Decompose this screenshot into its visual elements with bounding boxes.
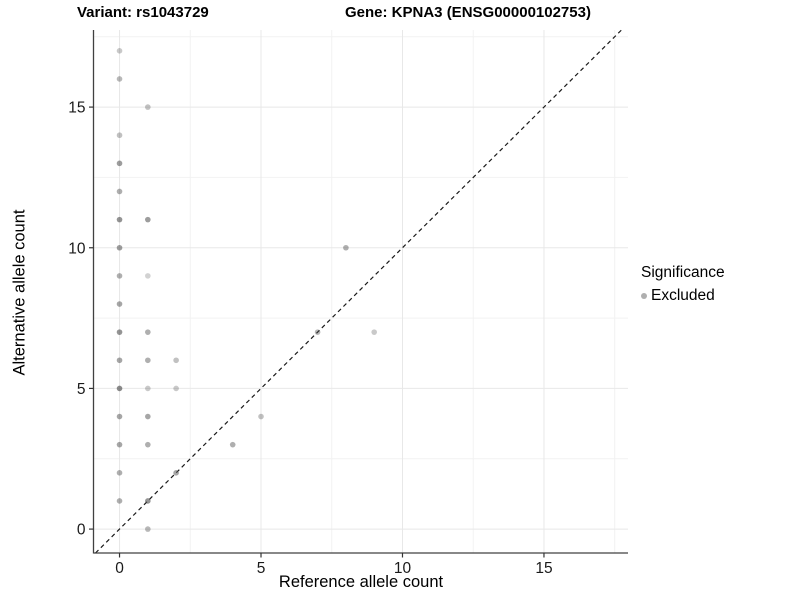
data-point [116, 273, 123, 279]
data-point [116, 216, 123, 223]
x-tick-label: 10 [394, 560, 412, 577]
data-point [116, 76, 123, 82]
x-tick-label: 0 [115, 560, 124, 577]
data-point [173, 357, 179, 364]
data-point [145, 498, 151, 504]
x-tick-label: 5 [257, 560, 266, 577]
data-point [116, 329, 123, 335]
x-tick-label: 15 [535, 560, 552, 577]
legend-item-excluded: Excluded [641, 287, 725, 305]
identity-line [95, 29, 622, 554]
legend-point-icon [641, 293, 647, 299]
data-point [116, 470, 123, 476]
data-point [145, 357, 151, 364]
data-point [116, 498, 123, 504]
y-tick-label: 5 [77, 381, 86, 398]
plot-title-gene: Gene: KPNA3 (ENSG00000102753) [345, 4, 591, 21]
y-tick-label: 10 [68, 240, 86, 257]
data-point [173, 385, 179, 392]
data-point [314, 329, 321, 335]
plot-title-variant: Variant: rs1043729 [77, 4, 209, 21]
data-point [116, 385, 123, 392]
data-point [145, 216, 151, 223]
data-point [173, 470, 179, 476]
data-point [116, 132, 123, 139]
data-point [116, 244, 123, 251]
y-axis-title: Alternative allele count [10, 209, 29, 376]
data-point [371, 329, 377, 335]
data-point [116, 413, 123, 420]
legend-title: Significance [641, 264, 725, 281]
data-point [145, 441, 151, 448]
y-tick-label: 0 [77, 522, 86, 539]
y-tick-label: 15 [68, 100, 85, 117]
data-point [343, 244, 349, 251]
data-point [116, 357, 123, 364]
data-point [145, 385, 151, 392]
legend: Significance Excluded [641, 264, 725, 305]
data-point [229, 441, 236, 448]
data-point [145, 526, 151, 532]
gridlines [93, 30, 628, 553]
data-point [145, 413, 151, 420]
data-points [116, 48, 377, 532]
data-point [116, 301, 123, 307]
data-point [116, 188, 123, 195]
data-point [116, 441, 123, 448]
data-point [258, 413, 264, 420]
data-point [145, 273, 151, 279]
data-point [145, 104, 151, 110]
legend-item-label: Excluded [651, 287, 715, 304]
data-point [116, 48, 123, 54]
x-axis-title: Reference allele count [278, 573, 444, 591]
data-point [116, 160, 123, 167]
data-point [145, 329, 151, 335]
